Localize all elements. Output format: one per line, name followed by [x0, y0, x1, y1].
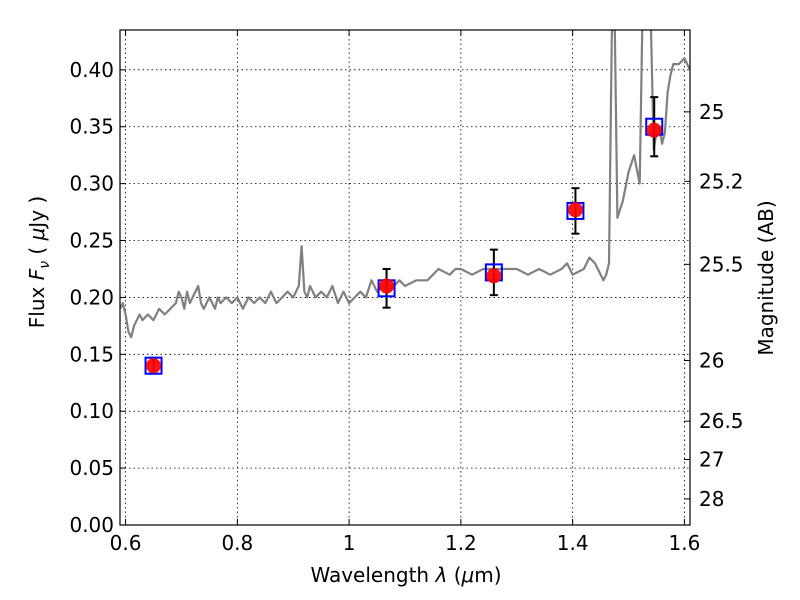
y-tick-label: 0.25 [69, 229, 114, 253]
y2-tick-label: 26 [699, 349, 724, 373]
x-tick-label: 1.4 [557, 531, 589, 555]
model-marker [567, 202, 583, 218]
x-tick-label: 1.6 [669, 531, 701, 555]
spectrum-line [120, 30, 690, 339]
grid-lines [120, 30, 690, 526]
y2-axis-label: Magnitude (AB) [754, 200, 778, 355]
y2-tick-label: 25 [699, 100, 724, 124]
y-tick-label: 0.35 [69, 115, 114, 139]
data-layer [120, 30, 690, 375]
model-marker [646, 122, 662, 138]
axes: 0.6 0.8 1 1.2 1.4 1.6 0.00 0.05 0.10 0.15 0.20 0.25… [69, 30, 744, 555]
y2-tick-label: 27 [699, 448, 724, 472]
plot-frame [119, 29, 691, 526]
x-tick-label: 1 [343, 531, 356, 555]
y-tick-label: 0.00 [69, 513, 114, 537]
x-tick-label: 1.2 [445, 531, 477, 555]
y-tick-label: 0.10 [69, 399, 114, 423]
y-tick-label: 0.05 [69, 456, 114, 480]
x-tick-label: 0.8 [221, 531, 253, 555]
y2-tick-label: 25.2 [699, 169, 744, 193]
x-axis-label: Wavelength λ (μm) [310, 563, 501, 587]
y2-tick-label: 28 [699, 487, 724, 511]
model-marker [486, 268, 502, 284]
observed-marker [144, 356, 163, 375]
y2-tick-label: 26.5 [699, 409, 744, 433]
y2-tick-label: 25.5 [699, 252, 744, 276]
model-marker [146, 358, 162, 374]
y-tick-label: 0.30 [69, 172, 114, 196]
y-axis-label: Flux Fν ( μJy ) [25, 196, 53, 328]
y-tick-label: 0.15 [69, 342, 114, 366]
y-tick-label: 0.40 [69, 58, 114, 82]
model-marker [379, 278, 395, 294]
plot-area [120, 30, 690, 525]
y-tick-label: 0.20 [69, 285, 114, 309]
x-tick-label: 0.6 [110, 531, 142, 555]
